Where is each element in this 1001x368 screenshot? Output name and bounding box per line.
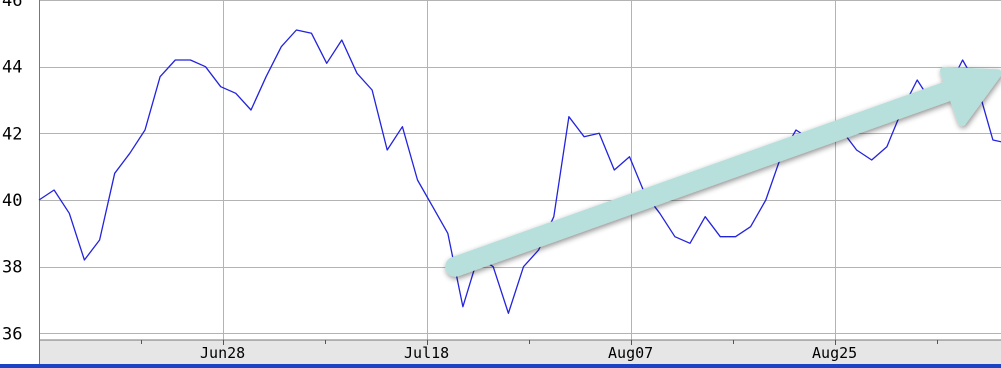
trend-arrow-head <box>939 66 1001 127</box>
x-tick-label-Aug07: Aug07 <box>608 344 653 362</box>
y-tick-label-38: 38 <box>2 258 22 278</box>
x-tick-label-Jun28: Jun28 <box>200 344 245 362</box>
x-tick-label-Jul18: Jul18 <box>404 344 449 362</box>
trend-arrow-annotation <box>445 66 1001 277</box>
y-tick-label-36: 36 <box>2 324 22 344</box>
y-tick-label-46: 46 <box>2 0 22 11</box>
bottom-border-bar <box>0 364 1001 368</box>
x-axis-strip <box>39 340 1001 364</box>
trend-arrow-shaft <box>445 77 969 277</box>
grid <box>39 0 1001 340</box>
y-tick-label-44: 44 <box>2 58 22 78</box>
y-tick-label-42: 42 <box>2 124 22 144</box>
y-tick-label-40: 40 <box>2 191 22 211</box>
x-tick-labels: Jun28 Jul18 Aug07 Aug25 <box>200 340 857 362</box>
x-tick-label-Aug25: Aug25 <box>812 344 857 362</box>
y-tick-labels: 36 38 40 42 44 46 <box>2 0 22 344</box>
x-minor-ticks <box>141 340 938 344</box>
plot-area <box>39 0 1001 340</box>
